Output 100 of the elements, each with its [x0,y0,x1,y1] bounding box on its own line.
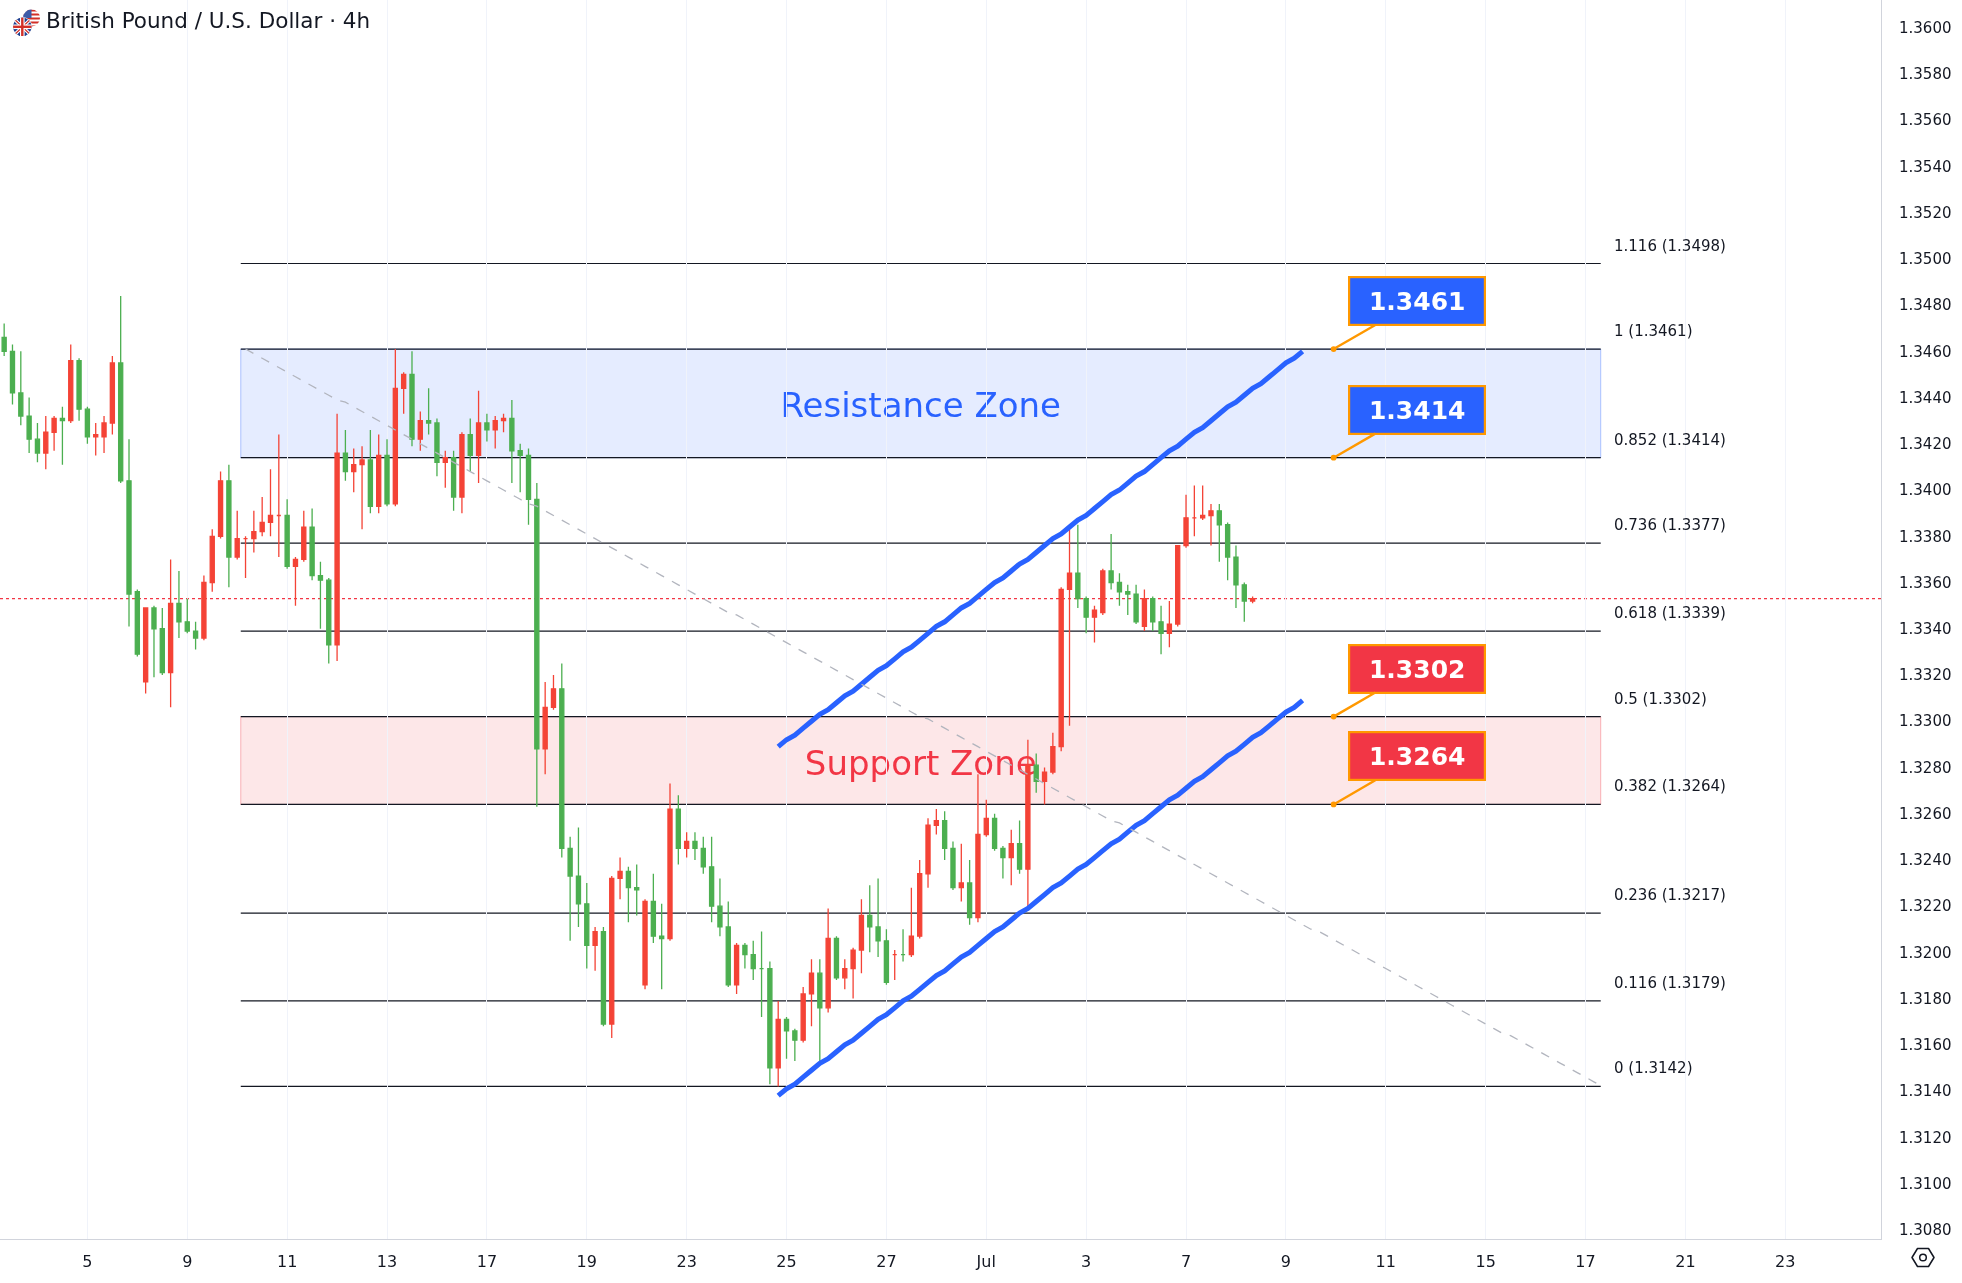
x-tick-label: 17 [1575,1252,1596,1272]
candlestick [51,415,57,452]
candlestick [642,898,648,990]
ref-line-label: 1 (1.3461) [1614,322,1693,340]
candlestick [1108,533,1114,591]
ref-line-label: 1.116 (1.3498) [1614,237,1726,255]
candlestick [1100,568,1106,616]
x-tick-label: 11 [1375,1252,1396,1272]
y-tick-label: 1.3280 [1899,758,1952,777]
candlestick [1066,528,1073,727]
candlestick [276,433,282,558]
candlestick [159,607,165,676]
candlestick [317,561,324,630]
candlestick [708,836,715,923]
candlestick [425,387,432,436]
candlestick [767,960,773,1085]
candlestick [1208,503,1214,547]
candlestick [334,413,340,662]
candlestick [309,507,315,581]
y-tick-label: 1.3580 [1899,65,1952,84]
candlestick [18,350,24,426]
y-tick-label: 1.3420 [1899,435,1952,454]
band-label: Resistance Zone [780,385,1062,426]
x-tick-label: Jul [975,1252,996,1272]
candlestick [1050,732,1056,776]
candlestick [117,295,124,484]
x-tick-label: 9 [182,1252,193,1272]
candlestick [717,877,723,937]
x-tick-label: 5 [82,1252,93,1272]
y-tick-label: 1.3300 [1899,712,1952,731]
y-tick-label: 1.3220 [1899,897,1952,916]
candlestick [858,898,865,974]
x-tick-label: 3 [1081,1252,1092,1272]
candlestick [34,422,41,463]
candlestick [1091,604,1098,644]
candlestick [459,431,465,514]
candlestick [1008,829,1014,886]
candlestick [883,928,890,986]
candlestick [1241,581,1247,623]
candlestick [226,463,232,588]
candlestick [950,840,956,891]
ref-line-label: 0.5 (1.3302) [1614,690,1707,708]
candlestick [434,417,440,477]
y-tick-label: 1.3120 [1899,1128,1952,1147]
candlestick [592,926,598,972]
candlestick [1116,572,1123,607]
ref-line-label: 0.382 (1.3264) [1614,777,1726,795]
ref-line-label: 0.236 (1.3217) [1614,886,1726,904]
candlestick [259,496,265,537]
candlestick [359,445,365,530]
candlestick [284,498,290,570]
candlestick [93,422,99,457]
candlestick [742,942,748,970]
y-tick-label: 1.3360 [1899,573,1952,592]
candlestick [692,831,698,861]
candlestick [292,556,299,607]
candlestick [84,406,91,445]
candlestick [59,406,66,466]
candlestick [658,903,665,990]
candlestick [9,343,16,406]
candlestick [151,604,157,678]
candlestick [800,986,806,1044]
chart-title: British Pound / U.S. Dollar · 4h [46,8,371,34]
candlestick [134,588,141,658]
candlestick [467,417,473,473]
candlestick [683,831,690,859]
candlestick [617,856,623,900]
candlestick [417,410,423,452]
candlestick [966,859,973,926]
candlestick [667,782,673,942]
candlestick [900,928,906,963]
candlestick [392,348,399,507]
y-tick-label: 1.3140 [1899,1082,1952,1101]
x-tick-label: 7 [1180,1252,1192,1272]
y-tick-label: 1.3400 [1899,481,1952,500]
candlestick [442,450,448,489]
candlestick [43,415,49,470]
x-tick-label: 15 [1475,1252,1496,1272]
candlestick [201,574,207,641]
candlestick [234,510,240,561]
candlestick [983,799,989,838]
candlestick [783,1016,790,1060]
candlestick [475,390,482,484]
candlestick [925,817,931,889]
candlestick [534,482,540,808]
y-tick-label: 1.3460 [1899,342,1952,361]
y-tick-label: 1.3100 [1899,1174,1952,1193]
candlestick [675,794,682,866]
ref-line-label: 0.852 (1.3414) [1614,431,1726,449]
candlestick [500,413,507,433]
x-tick-label: 25 [776,1252,797,1272]
candlestick [1041,766,1048,806]
candlestick [775,1000,781,1088]
candlestick [1249,595,1256,604]
candlestick [1191,484,1198,537]
y-tick-label: 1.3500 [1899,250,1952,269]
candlestick [217,470,224,540]
candlestick [1058,586,1064,752]
candlestick [326,577,332,665]
x-tick-label: 21 [1675,1252,1696,1272]
